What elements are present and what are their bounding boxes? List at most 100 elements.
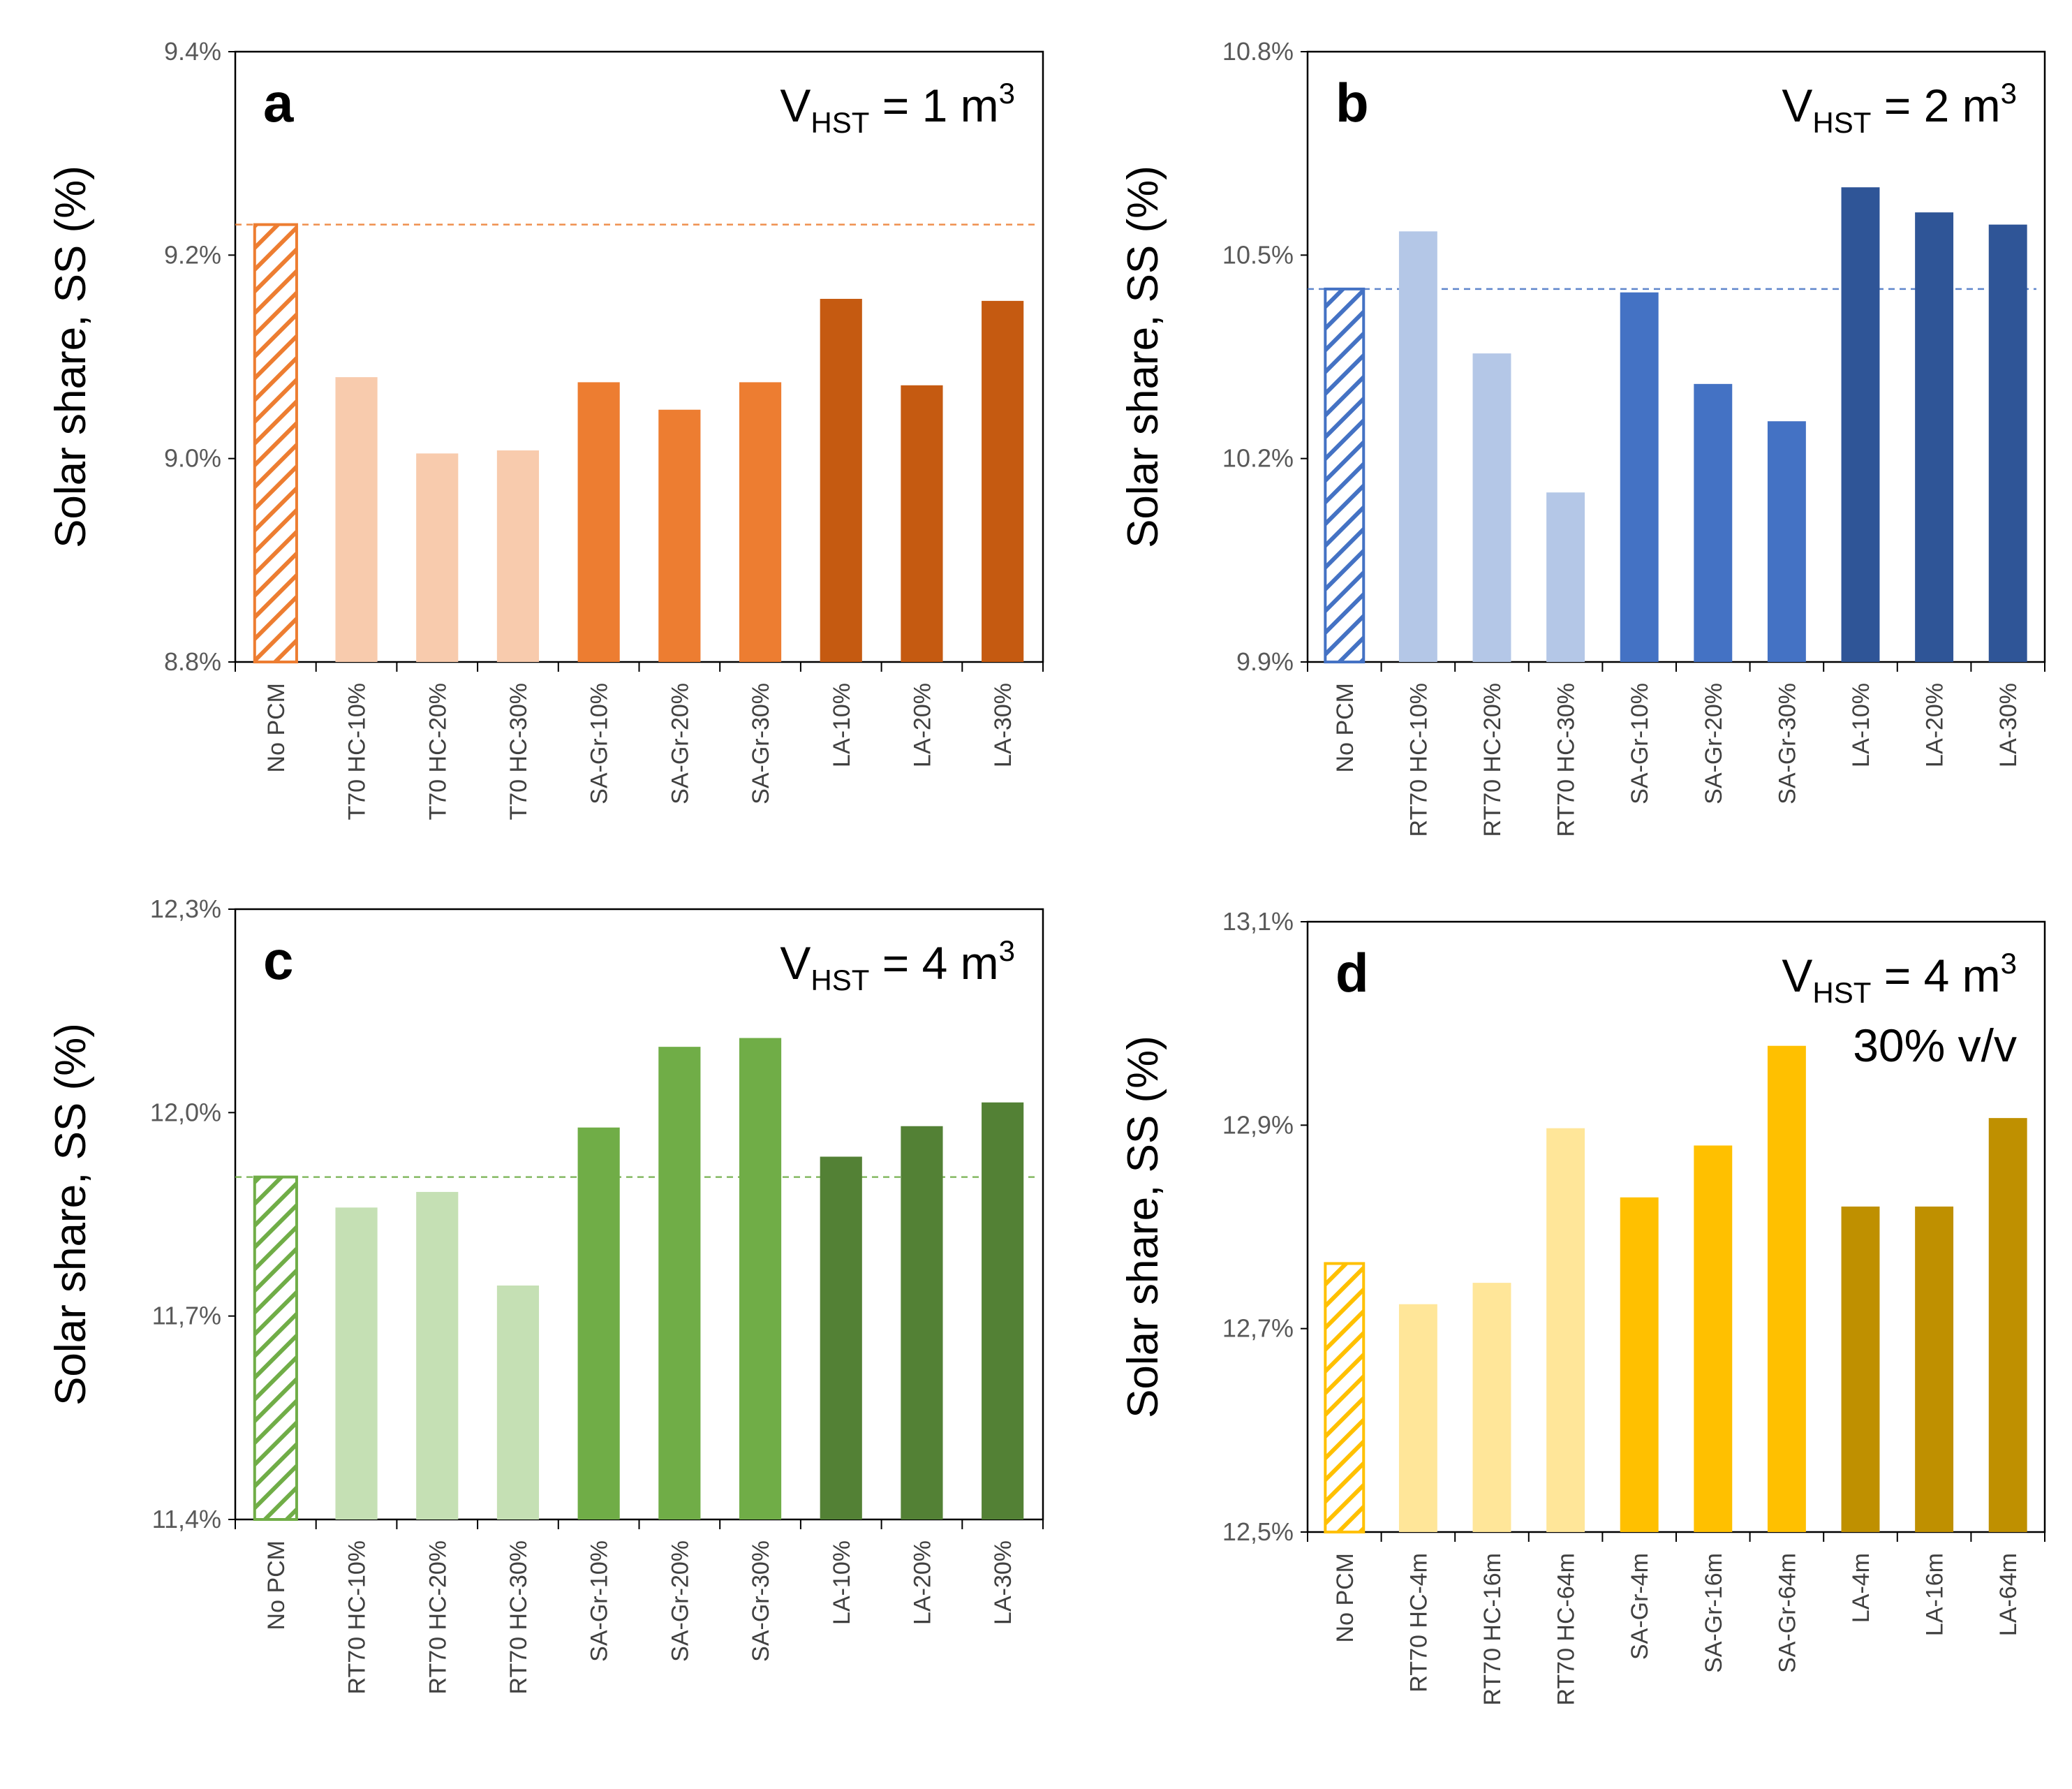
y-tick-label: 12,3% — [150, 894, 221, 923]
x-tick-label: SA-Gr-20% — [667, 683, 693, 804]
x-tick-label: SA-Gr-4m — [1627, 1553, 1653, 1660]
x-tick-label: LA-20% — [1922, 683, 1948, 767]
x-tick-label: RT70 HC-64m — [1553, 1553, 1580, 1706]
y-axis-label: Solar share, SS (%) — [1119, 1036, 1167, 1418]
x-tick-label: No PCM — [1332, 683, 1359, 772]
volume-annotation: VHST = 2 m3 — [1782, 77, 2017, 139]
x-tick-label: SA-Gr-20% — [667, 1540, 693, 1662]
x-tick-label: No PCM — [1332, 1553, 1359, 1642]
x-tick-label: LA-64m — [1995, 1553, 2022, 1636]
bar-3 — [416, 453, 459, 662]
bar-9 — [1915, 1206, 1954, 1532]
x-tick-label: SA-Gr-10% — [586, 683, 613, 804]
y-axis-label: Solar share, SS (%) — [1119, 165, 1167, 548]
bar-10 — [982, 300, 1024, 663]
panel-letter: b — [1335, 72, 1369, 133]
bar-10 — [1988, 224, 2027, 663]
y-axis-label: Solar share, SS (%) — [47, 165, 95, 548]
bar-4 — [496, 450, 540, 662]
bar-10 — [1988, 1118, 2027, 1532]
x-tick-label: LA-4m — [1848, 1553, 1874, 1623]
volume-annotation: VHST = 1 m3 — [780, 77, 1015, 139]
bar-5 — [577, 1127, 620, 1519]
bar-5 — [1620, 292, 1659, 662]
y-tick-label: 10.5% — [1222, 240, 1294, 269]
y-tick-label: 10.8% — [1222, 37, 1294, 66]
bar-9 — [901, 385, 943, 662]
chart-panel-d: 12,5% 12,7% 12,9% 13,1% Solar share, SS (%) N… — [1119, 907, 2046, 1706]
panel-letter: a — [263, 72, 294, 133]
annotation-line2: 30% v/v — [1853, 1019, 2017, 1071]
bar-6 — [1694, 1145, 1733, 1532]
bar-3 — [1472, 353, 1511, 662]
bar-6 — [658, 1047, 701, 1519]
chart-panel-a: 8.8% 9.0% 9.2% 9.4% Solar share, SS (%) No PC… — [47, 37, 1044, 820]
x-tick-label: LA-10% — [1848, 683, 1874, 767]
y-tick-label: 11,7% — [152, 1302, 221, 1330]
x-tick-label: SA-Gr-10% — [586, 1540, 613, 1662]
bar-5 — [1620, 1197, 1659, 1532]
panel-letter: c — [263, 929, 293, 991]
y-tick-label: 9.0% — [164, 444, 221, 473]
bar-2 — [335, 377, 378, 662]
x-tick-label: T70 HC-10% — [344, 683, 371, 820]
x-tick-label: RT70 HC-20% — [424, 1540, 451, 1694]
bar-6 — [658, 409, 701, 662]
y-tick-label: 9.2% — [164, 240, 221, 269]
x-tick-label: T70 HC-20% — [424, 683, 451, 820]
y-axis-label: Solar share, SS (%) — [47, 1023, 95, 1406]
x-tick-label: No PCM — [263, 1540, 290, 1630]
x-tick-label: RT70 HC-10% — [1405, 683, 1432, 837]
bar-8 — [820, 298, 862, 663]
bar-8 — [820, 1156, 862, 1519]
x-tick-label: LA-20% — [909, 1540, 935, 1625]
chart-panel-c: 11,4% 11,7% 12,0% 12,3% Solar share, SS (%) N… — [47, 894, 1044, 1694]
x-tick-label: SA-Gr-30% — [1774, 683, 1800, 804]
bar-2 — [1398, 231, 1437, 662]
y-tick-label: 9.4% — [164, 37, 221, 66]
x-tick-label: LA-10% — [829, 1540, 855, 1625]
bar-10 — [982, 1102, 1024, 1519]
bar-7 — [739, 1038, 782, 1519]
bar-9 — [1915, 212, 1954, 662]
y-tick-label: 9.9% — [1236, 647, 1294, 676]
x-tick-label: No PCM — [263, 683, 290, 772]
volume-annotation: VHST = 4 m3 — [780, 934, 1015, 996]
x-tick-label: LA-16m — [1922, 1553, 1948, 1636]
x-tick-label: LA-10% — [829, 683, 855, 767]
bar-1 — [253, 223, 298, 663]
x-tick-label: RT70 HC-4m — [1405, 1553, 1432, 1693]
x-tick-label: RT70 HC-10% — [344, 1540, 371, 1694]
x-tick-label: SA-Gr-16m — [1701, 1553, 1727, 1673]
bar-4 — [496, 1285, 540, 1519]
y-tick-label: 12,9% — [1222, 1110, 1294, 1139]
x-tick-label: RT70 HC-30% — [1553, 683, 1580, 837]
bar-7 — [1767, 1045, 1806, 1532]
bar-1 — [1324, 287, 1366, 663]
x-tick-label: LA-30% — [1995, 683, 2022, 767]
bar-1 — [253, 1175, 298, 1521]
bar-4 — [1546, 1128, 1585, 1532]
bar-8 — [1841, 1206, 1880, 1532]
bar-3 — [416, 1191, 459, 1519]
y-tick-label: 12,5% — [1222, 1517, 1294, 1546]
bar-8 — [1841, 187, 1880, 662]
bar-7 — [1767, 421, 1806, 662]
panel-letter: d — [1335, 942, 1369, 1003]
x-tick-label: RT70 HC-20% — [1479, 683, 1506, 837]
bar-2 — [335, 1207, 378, 1519]
x-tick-label: RT70 HC-16m — [1479, 1553, 1506, 1706]
x-tick-label: LA-20% — [909, 683, 935, 767]
chart-panel-b: 9.9% 10.2% 10.5% 10.8% Solar share, SS (%) No… — [1119, 37, 2046, 837]
bar-6 — [1694, 383, 1733, 662]
y-tick-label: 13,1% — [1222, 907, 1294, 936]
bar-9 — [901, 1126, 943, 1519]
bar-5 — [577, 382, 620, 662]
x-tick-label: SA-Gr-30% — [748, 1540, 774, 1662]
y-tick-label: 11,4% — [152, 1505, 221, 1533]
x-tick-label: SA-Gr-20% — [1701, 683, 1727, 804]
volume-annotation: VHST = 4 m3 — [1782, 947, 2017, 1009]
bar-1 — [1324, 1262, 1366, 1533]
bar-3 — [1472, 1283, 1511, 1532]
